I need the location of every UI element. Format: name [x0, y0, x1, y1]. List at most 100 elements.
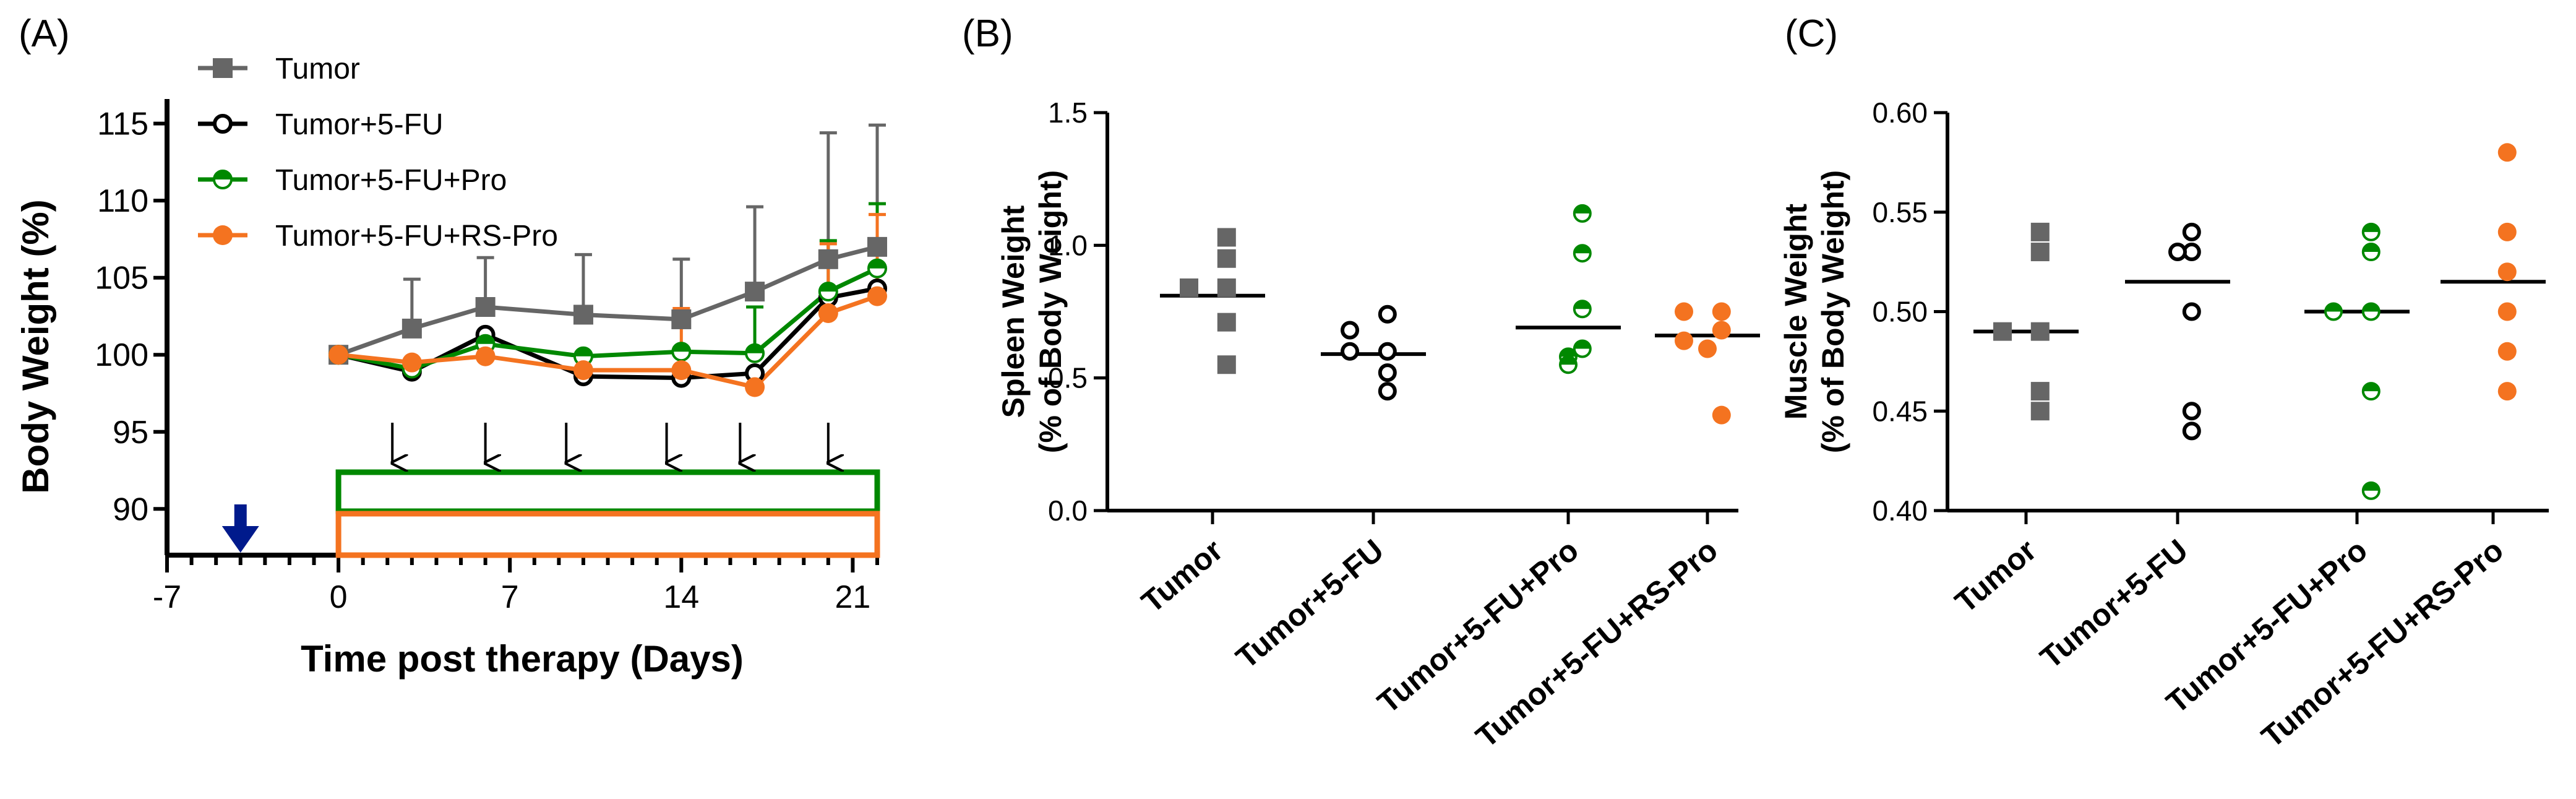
point-c-tumor-5-fu-rs-pro-1	[2497, 222, 2517, 241]
panel-a: (A) 90 95 100 105 110 115 -7 0 7 14 21 Time post the…	[15, 12, 887, 680]
y-tick-label-95: 95	[113, 415, 148, 451]
point-tumor-6	[818, 249, 838, 269]
series-line-tumor-5-fu-rs-pro	[338, 294, 878, 390]
point-tumor-5-fu-pro-7-fill	[869, 259, 886, 269]
point-c-tumor-5-fu-4-shape	[2182, 402, 2201, 421]
point-c-tumor-5-fu-rs-pro-2-shape	[2497, 262, 2517, 282]
point-c-tumor-5-fu-rs-pro-0-shape	[2497, 143, 2517, 162]
legend-label-tumor-5-fu-pro: Tumor+5-FU+Pro	[275, 164, 507, 197]
point-tumor-5-fu-rs-pro-7-shape	[867, 286, 887, 306]
point-tumor-1-shape	[401, 318, 422, 339]
point-c-tumor-5-fu-rs-pro-4	[2497, 342, 2517, 361]
point-c-tumor-5	[2030, 402, 2050, 421]
legend-marker-tumor-5-fu-pro	[213, 170, 233, 189]
point-tumor-5-shape	[745, 282, 765, 302]
point-b-tumor-5-fu-pro-0	[1573, 204, 1592, 223]
point-c-tumor-5-fu-pro-2	[2361, 302, 2381, 321]
category-label-c-tumor: Tumor	[1949, 533, 2043, 620]
point-b-tumor-0-shape	[1217, 228, 1236, 247]
category-label-b-tumor-5-fu-rs-pro: Tumor+5-FU+RS-Pro	[1469, 533, 1724, 754]
y-tick-label-c-4: 0.60	[1872, 97, 1928, 129]
y-tick-label-b-3: 1.5	[1048, 97, 1088, 129]
point-b-tumor-5-fu-4-shape	[1378, 363, 1397, 382]
category-label-c-tumor-5-fu-rs-pro: Tumor+5-FU+RS-Pro	[2255, 533, 2510, 754]
point-tumor-5-fu-rs-pro-5	[745, 377, 765, 397]
point-b-tumor-5-fu-rs-pro-2	[1712, 321, 1731, 340]
point-b-tumor-5-fu-pro-2-fill	[1574, 301, 1591, 309]
x-tick-label--7: -7	[153, 579, 181, 615]
point-tumor-4	[671, 309, 692, 329]
category-label-c-tumor-5-fu: Tumor+5-FU	[2033, 533, 2194, 676]
x-tick-label-21: 21	[835, 579, 870, 615]
legend-marker-tumor-5-fu-rs-pro-shape	[213, 225, 233, 245]
tumor-implant-arrow	[221, 504, 259, 553]
point-b-tumor-2	[1217, 278, 1236, 297]
point-c-tumor-5-fu-0	[2182, 222, 2201, 241]
point-tumor-5-fu-rs-pro-4-shape	[671, 360, 692, 381]
point-c-tumor-1-shape	[2030, 243, 2050, 262]
point-c-tumor-1	[2030, 243, 2050, 262]
y-tick-label-b-2: 1.0	[1048, 229, 1088, 261]
point-tumor-5-fu-rs-pro-2	[475, 346, 496, 366]
point-tumor-5-fu-pro-3-fill	[574, 347, 592, 356]
point-tumor-5	[745, 282, 765, 302]
point-c-tumor-5-fu-pro-1	[2361, 243, 2381, 262]
x-tick-label-0: 0	[330, 579, 348, 615]
point-tumor-4-shape	[671, 309, 692, 329]
point-b-tumor-5-fu-rs-pro-4-shape	[1698, 339, 1717, 358]
point-c-tumor-5-fu-rs-pro-3	[2497, 302, 2517, 321]
point-b-tumor-5-fu-5	[1378, 382, 1397, 401]
y-tick-label-105: 105	[95, 261, 148, 296]
point-b-tumor-1-shape	[1217, 249, 1236, 268]
point-b-tumor-5-fu-pro-2	[1573, 300, 1592, 319]
point-b-tumor-5-fu-5-shape	[1378, 382, 1397, 401]
point-b-tumor-5-fu-2-shape	[1378, 342, 1397, 361]
point-tumor-6-shape	[818, 249, 838, 269]
point-b-tumor-5-fu-1-shape	[1341, 321, 1359, 340]
point-b-tumor-5-fu-rs-pro-3-shape	[1675, 331, 1693, 350]
point-b-tumor-5-fu-pro-4-fill	[1560, 348, 1576, 357]
legend-label-tumor: Tumor	[275, 53, 360, 85]
legend-marker-tumor-5-fu-pro-fill	[214, 171, 231, 179]
y-tick-label-100: 100	[95, 337, 148, 373]
point-tumor-5-fu-rs-pro-7	[867, 286, 887, 306]
point-tumor-2	[475, 297, 496, 317]
point-b-tumor-5-shape	[1217, 355, 1236, 374]
point-tumor-5-fu-rs-pro-1-shape	[401, 352, 422, 373]
point-b-tumor-5-fu-rs-pro-2-shape	[1712, 321, 1731, 340]
treatment-box-pro	[335, 469, 880, 514]
point-c-tumor-5-fu-2	[2168, 243, 2187, 262]
point-c-tumor-5-fu-4	[2182, 402, 2201, 421]
point-tumor-5-fu-pro-4	[671, 342, 692, 362]
point-c-tumor-5-fu-rs-pro-2	[2497, 262, 2517, 282]
panel-c: (C) 0.40 0.45 0.50 0.55 0.60 Muscle Weight (% o…	[1779, 12, 2549, 754]
point-c-tumor-5-fu-3	[2182, 302, 2201, 321]
point-b-tumor-5-fu-pro-5-fill	[1560, 356, 1576, 365]
y-tick-label-c-3: 0.55	[1872, 196, 1928, 228]
point-c-tumor-5-fu-5	[2182, 421, 2201, 441]
point-c-tumor-5-fu-pro-1-fill	[2363, 244, 2379, 253]
y-tick-label-90: 90	[113, 491, 148, 527]
point-c-tumor-5-fu-pro-4-fill	[2363, 383, 2379, 392]
point-tumor-5-fu-pro-6-fill	[819, 283, 837, 292]
point-tumor-5-fu-pro-4-fill	[672, 343, 690, 352]
point-tumor-5-fu-pro-5-fill	[746, 344, 764, 353]
y-axis-subtitle-b: (% of Body Weight)	[1033, 170, 1068, 453]
category-label-b-tumor-5-fu: Tumor+5-FU	[1229, 533, 1390, 676]
point-c-tumor-2	[2030, 322, 2050, 341]
point-b-tumor-5-fu-rs-pro-0	[1712, 302, 1731, 321]
point-b-tumor-2-shape	[1217, 278, 1236, 297]
series-line-tumor	[337, 244, 878, 357]
point-b-tumor-3	[1180, 278, 1198, 297]
point-tumor-5-fu-pro-2-fill	[476, 335, 494, 344]
legend-marker-tumor-5-fu-shape	[213, 114, 233, 134]
point-tumor-5-fu-rs-pro-3	[573, 360, 593, 381]
point-tumor-7	[867, 236, 887, 257]
y-tick-label-b-1: 0.5	[1048, 362, 1088, 394]
point-c-tumor-5-fu-pro-2-fill	[2363, 303, 2379, 312]
point-tumor-5-fu-rs-pro-2-shape	[475, 346, 496, 366]
panel-label-b: (B)	[962, 12, 1013, 55]
point-tumor-5-fu-rs-pro-6-shape	[818, 303, 838, 323]
point-b-tumor-4	[1217, 313, 1236, 332]
legend-label-tumor-5-fu: Tumor+5-FU	[275, 108, 444, 141]
